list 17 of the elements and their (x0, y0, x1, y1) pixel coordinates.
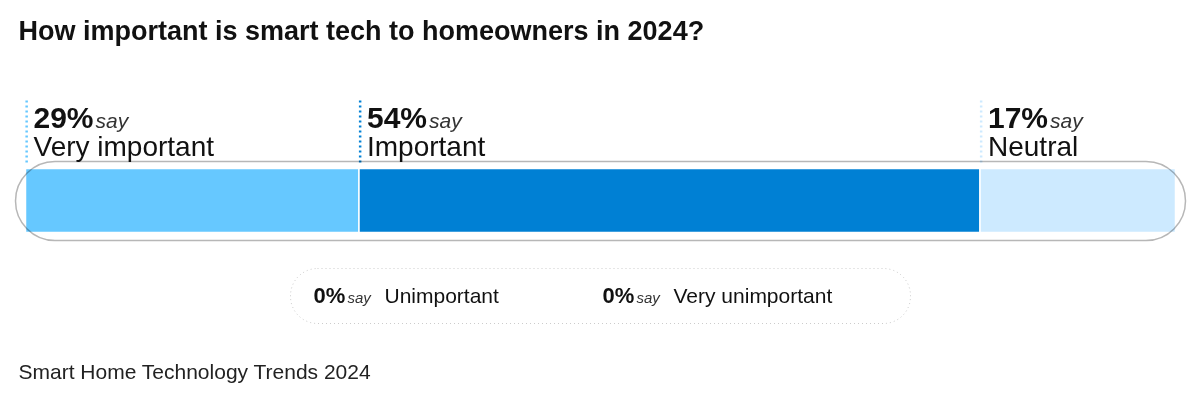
data-label: 29% (33, 101, 94, 134)
text: say (347, 289, 373, 306)
series-label: Important (367, 131, 486, 162)
text: say (636, 289, 662, 306)
text: Very unimportant (673, 284, 833, 307)
text: say (95, 109, 130, 132)
chart-title: How important is smart tech to homeowners in 2024? (18, 15, 705, 46)
text: say (1050, 109, 1085, 132)
text: say (429, 109, 464, 132)
data-label: 17% (988, 101, 1049, 134)
text: 0% (602, 283, 635, 308)
text: 0% (313, 283, 346, 308)
text: Unimportant (384, 284, 500, 307)
series-label: Neutral (988, 131, 1079, 162)
series-label: Very important (33, 131, 215, 162)
data-label: 54% (367, 101, 428, 134)
text: Smart Home Technology Trends 2024 (18, 360, 371, 383)
